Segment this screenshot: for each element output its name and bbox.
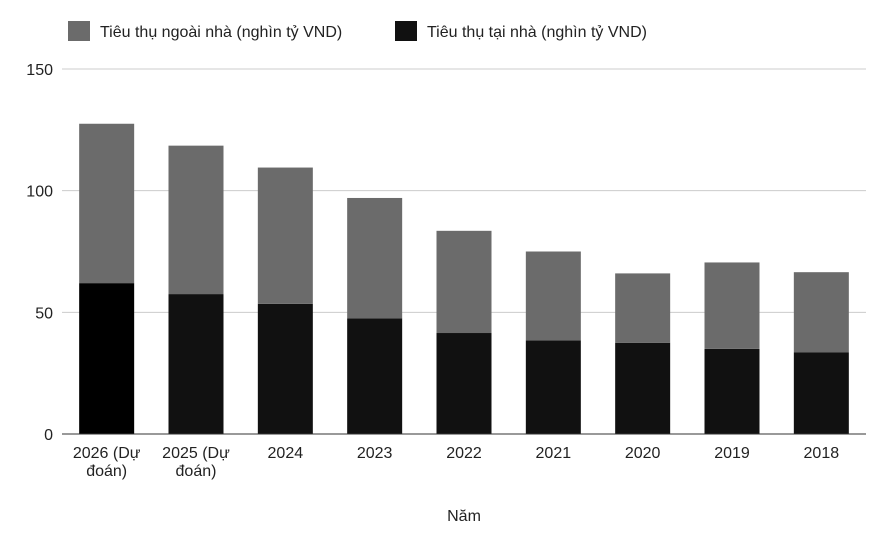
y-tick-label-50: 50 bbox=[35, 305, 53, 322]
x-tick-label-1: 2025 (Dự đoán) bbox=[162, 445, 230, 480]
bars bbox=[79, 123, 849, 434]
bar-outside-home-7 bbox=[704, 262, 760, 349]
bar-at-home-4 bbox=[436, 333, 492, 434]
bar-outside-home-2 bbox=[257, 167, 313, 304]
bar-at-home-1 bbox=[168, 294, 224, 434]
legend-swatch-outside-home bbox=[68, 21, 90, 41]
legend-swatch-at-home bbox=[395, 21, 417, 41]
legend: Tiêu thụ ngoài nhà (nghìn tỷ VND) Tiêu t… bbox=[68, 21, 647, 41]
y-tick-label-100: 100 bbox=[26, 184, 53, 201]
y-axis-ticks: 0 50 100 150 bbox=[26, 62, 53, 444]
y-tick-label-0: 0 bbox=[44, 427, 53, 444]
x-tick-label-4: 2022 bbox=[446, 445, 482, 462]
x-tick-label-0: 2026 (Dự đoán) bbox=[73, 445, 141, 480]
bar-outside-home-1 bbox=[168, 145, 224, 295]
bar-outside-home-0 bbox=[79, 123, 135, 284]
x-tick-label-5: 2021 bbox=[536, 445, 572, 462]
bar-outside-home-6 bbox=[615, 273, 671, 343]
x-tick-label-7: 2019 bbox=[714, 445, 750, 462]
legend-label-at-home: Tiêu thụ tại nhà (nghìn tỷ VND) bbox=[427, 24, 647, 41]
bar-outside-home-8 bbox=[793, 272, 849, 353]
x-tick-label-3: 2023 bbox=[357, 445, 393, 462]
bar-at-home-6 bbox=[615, 342, 671, 434]
x-axis-title: Năm bbox=[447, 508, 481, 525]
x-tick-label-2: 2024 bbox=[268, 445, 304, 462]
x-axis-ticks: 2026 (Dự đoán) 2025 (Dự đoán) 2024 2023 2022 20… bbox=[73, 445, 839, 480]
bar-at-home-0 bbox=[79, 283, 135, 434]
bar-outside-home-4 bbox=[436, 230, 492, 334]
bar-at-home-2 bbox=[257, 303, 313, 434]
bar-at-home-8 bbox=[793, 352, 849, 434]
y-tick-label-150: 150 bbox=[26, 62, 53, 79]
bar-at-home-3 bbox=[347, 318, 403, 434]
legend-label-outside-home: Tiêu thụ ngoài nhà (nghìn tỷ VND) bbox=[100, 24, 342, 41]
bar-outside-home-3 bbox=[347, 197, 403, 319]
x-tick-label-8: 2018 bbox=[804, 445, 840, 462]
bar-at-home-7 bbox=[704, 348, 760, 434]
bar-outside-home-5 bbox=[525, 251, 581, 341]
x-tick-label-6: 2020 bbox=[625, 445, 661, 462]
bar-at-home-5 bbox=[525, 340, 581, 434]
